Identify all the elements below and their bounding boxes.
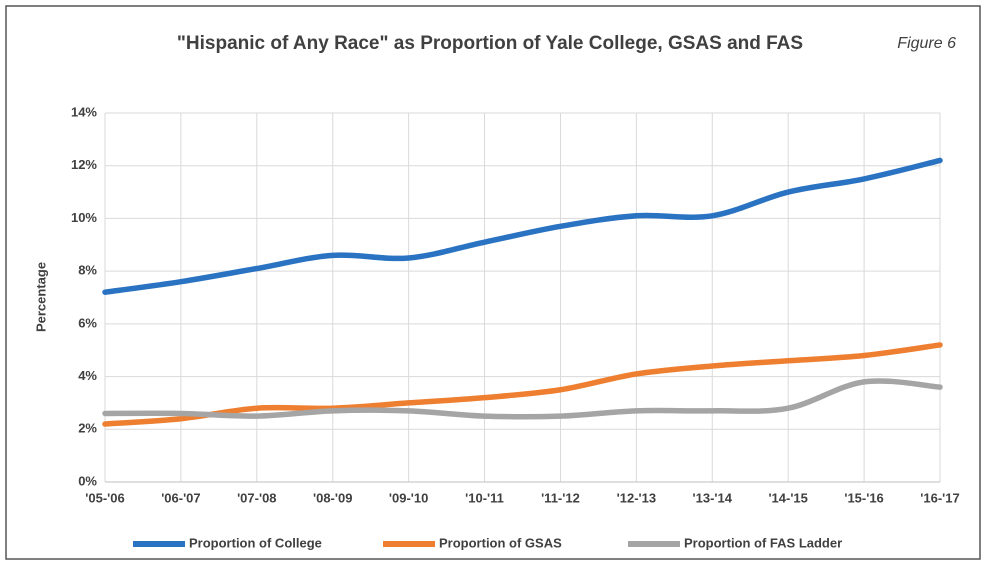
y-axis-label: Percentage: [33, 262, 48, 332]
y-tick-label: 14%: [71, 104, 97, 119]
x-tick-label: '16-'17: [920, 490, 959, 505]
legend-label: Proportion of FAS Ladder: [684, 535, 842, 550]
y-tick-label: 12%: [71, 157, 97, 172]
x-tick-label: '05-'06: [85, 490, 124, 505]
legend-label: Proportion of College: [189, 535, 322, 550]
x-tick-label: '11-'12: [541, 490, 580, 505]
y-tick-label: 0%: [78, 473, 97, 488]
legend-label: Proportion of GSAS: [439, 535, 562, 550]
y-tick-label: 8%: [78, 263, 97, 278]
series-line: [102, 157, 943, 295]
x-tick-label: '13-'14: [693, 490, 733, 505]
series-line: [102, 342, 943, 427]
x-tick-label: '09-'10: [389, 490, 428, 505]
x-tick-label: '14-'15: [768, 490, 807, 505]
y-tick-label: 2%: [78, 421, 97, 436]
y-tick-label: 6%: [78, 315, 97, 330]
x-tick-label: '15-'16: [844, 490, 883, 505]
x-tick-label: '12-'13: [617, 490, 656, 505]
y-tick-label: 4%: [78, 368, 97, 383]
x-tick-label: '07-'08: [237, 490, 276, 505]
x-tick-label: '10-'11: [465, 490, 504, 505]
figure-label: Figure 6: [897, 35, 956, 52]
x-tick-label: '06-'07: [161, 490, 200, 505]
y-tick-label: 10%: [71, 210, 97, 225]
chart-title: "Hispanic of Any Race" as Proportion of …: [177, 33, 803, 54]
frame: [5, 5, 981, 560]
series-line: [102, 378, 943, 420]
x-tick-label: '08-'09: [313, 490, 352, 505]
